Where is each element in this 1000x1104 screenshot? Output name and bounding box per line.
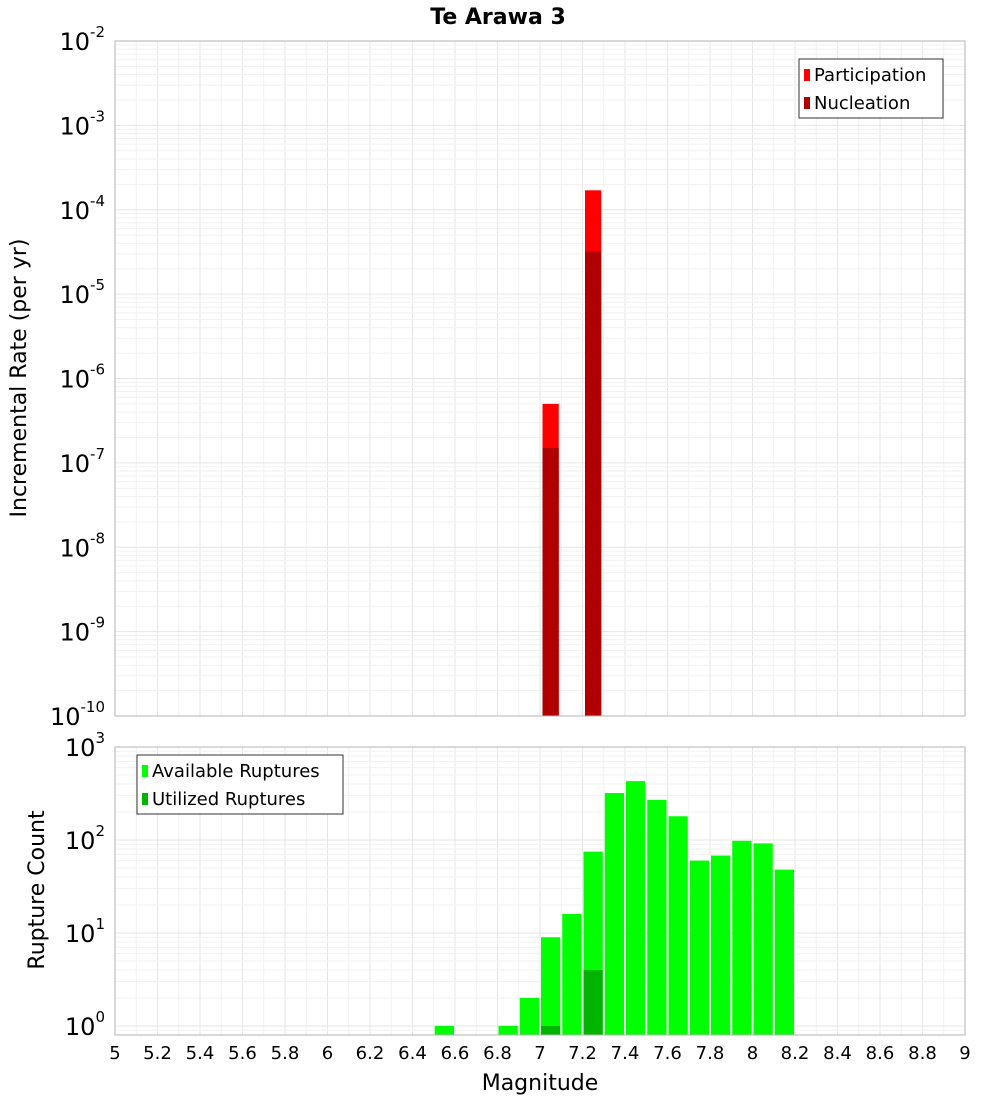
available-ruptures-bar [774, 869, 794, 1035]
x-tick-label: 5.2 [143, 1043, 172, 1064]
available-ruptures-bar [626, 781, 646, 1035]
count-legend-label: Available Ruptures [152, 761, 320, 782]
count-y-tick-label: 101 [65, 915, 105, 948]
rate-y-tick-label: 10-4 [59, 192, 105, 225]
x-tick-label: 8.8 [908, 1043, 937, 1064]
x-tick-label: 6.4 [398, 1043, 427, 1064]
x-tick-label: 6 [322, 1043, 333, 1064]
available-ruptures-bar [689, 860, 709, 1035]
count-legend-swatch [142, 793, 148, 805]
count-legend-swatch [142, 765, 148, 777]
y-axis-label-count: Rupture Count [25, 810, 50, 970]
available-ruptures-bar [498, 1025, 518, 1035]
x-tick-label: 7.2 [568, 1043, 597, 1064]
count-plot-frame [114, 746, 966, 1036]
available-ruptures-bar [732, 840, 752, 1035]
available-ruptures-bar [562, 914, 582, 1035]
count-y-tick-label: 100 [65, 1008, 105, 1041]
x-tick-label: 6.2 [356, 1043, 385, 1064]
rate-legend-box [798, 58, 944, 119]
x-tick-label: 7.8 [696, 1043, 725, 1064]
available-ruptures-bar [519, 997, 539, 1035]
chart-title: Te Arawa 3 [430, 5, 566, 30]
count-y-tick-label: 102 [65, 822, 105, 855]
count-legend-box [136, 754, 344, 815]
x-axis-label: Magnitude [482, 1071, 599, 1096]
x-tick-label: 7.6 [653, 1043, 682, 1064]
x-tick-label: 5.8 [271, 1043, 300, 1064]
count-y-tick-label: 103 [65, 729, 105, 762]
rate-y-tick-label: 10-5 [59, 276, 105, 309]
available-ruptures-bar [604, 793, 624, 1035]
x-tick-label: 5 [109, 1043, 120, 1064]
rate-legend-swatch [804, 97, 810, 109]
y-axis-label-rate: Incremental Rate (per yr) [7, 239, 32, 518]
available-ruptures-bar [668, 816, 688, 1035]
x-tick-label: 6.6 [441, 1043, 470, 1064]
x-tick-label: 9 [959, 1043, 970, 1064]
x-tick-label: 8.2 [781, 1043, 810, 1064]
x-tick-label: 7 [534, 1043, 545, 1064]
available-ruptures-bar [711, 855, 731, 1035]
rate-legend-swatch [804, 69, 810, 81]
rate-y-tick-label: 10-8 [59, 529, 105, 562]
rate-legend-label: Participation [814, 65, 926, 86]
rate-plot-frame [114, 40, 966, 717]
utilized-ruptures-bar [541, 1025, 561, 1035]
x-tick-label: 8.4 [823, 1043, 852, 1064]
nucleation-bar [585, 251, 602, 716]
rate-y-tick-label: 10-2 [59, 23, 105, 56]
available-ruptures-bar [753, 843, 773, 1035]
rate-legend-label: Nucleation [814, 93, 910, 114]
count-legend-label: Utilized Ruptures [152, 789, 305, 810]
x-tick-label: 5.6 [228, 1043, 257, 1064]
x-tick-label: 8.6 [866, 1043, 895, 1064]
available-ruptures-bar [541, 937, 561, 1035]
x-tick-label: 6.8 [483, 1043, 512, 1064]
rate-y-tick-label: 10-7 [59, 445, 105, 478]
utilized-ruptures-bar [583, 969, 603, 1035]
nucleation-bar [542, 448, 559, 716]
rate-y-tick-label: 10-3 [59, 107, 105, 140]
rate-y-tick-label: 10-10 [50, 698, 105, 731]
rate-y-tick-label: 10-9 [59, 614, 105, 647]
available-ruptures-bar [434, 1025, 454, 1035]
x-tick-label: 5.4 [186, 1043, 215, 1064]
x-tick-label: 7.4 [611, 1043, 640, 1064]
x-tick-label: 8 [747, 1043, 758, 1064]
rate-y-tick-label: 10-6 [59, 361, 105, 394]
available-ruptures-bar [647, 799, 667, 1035]
